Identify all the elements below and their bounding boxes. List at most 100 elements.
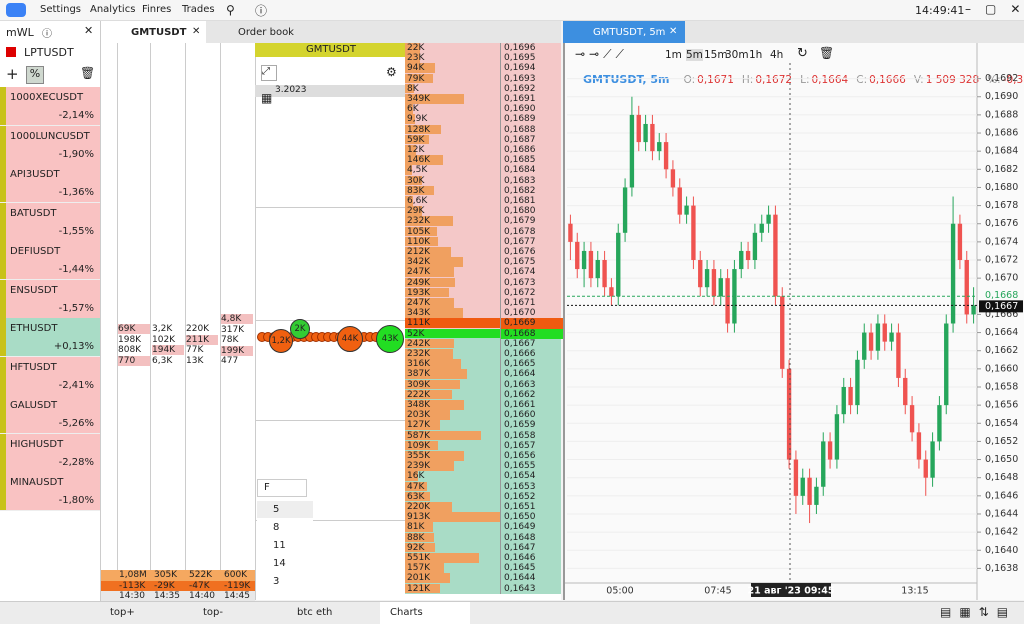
book-volume[interactable]: 79K [407, 73, 425, 84]
book-volume[interactable]: 29K [407, 206, 425, 217]
book-price[interactable]: 0,1660 [500, 410, 564, 421]
book-price[interactable]: 0,1652 [500, 491, 564, 502]
book-price[interactable]: 0,1648 [500, 532, 564, 543]
book-volume[interactable]: 193K [407, 287, 431, 298]
book-volume[interactable]: 16K [407, 471, 425, 482]
book-price[interactable]: 0,1682 [500, 185, 564, 196]
book-volume[interactable]: 128K [407, 124, 431, 135]
tab-close[interactable]: ✕ [192, 26, 201, 37]
book-price[interactable]: 0,1683 [500, 175, 564, 186]
book-price[interactable]: 0,1651 [500, 502, 564, 513]
book-price[interactable]: 0,1666 [500, 349, 564, 360]
book-price[interactable]: 0,1653 [500, 481, 564, 492]
book-price[interactable]: 0,1687 [500, 134, 564, 145]
bottom-tab[interactable]: btc eth [297, 607, 333, 618]
symbol[interactable]: HFTUSDT [10, 361, 57, 373]
watchlist-row[interactable]: 1000XECUSDT -2,14% [0, 87, 100, 126]
book-price[interactable]: 0,1679 [500, 216, 564, 227]
tape-btn[interactable]: ⚙ [386, 65, 397, 79]
book-volume[interactable]: 109K [407, 440, 431, 451]
window-controls[interactable]: –▢✕ [965, 2, 1020, 16]
tab-label[interactable]: Order book [238, 27, 294, 38]
book-volume[interactable]: 203K [407, 410, 431, 421]
menu-item[interactable]: Settings [40, 4, 82, 15]
book-volume[interactable]: 348K [407, 400, 431, 410]
logo[interactable] [6, 3, 26, 17]
book-volume[interactable]: 342K [407, 257, 431, 268]
book-volume[interactable]: 157K [407, 563, 431, 574]
book-price[interactable]: 0,1659 [500, 420, 564, 431]
reset[interactable]: ↻ [797, 46, 808, 61]
book-volume[interactable]: 88K [407, 532, 425, 543]
timeframe[interactable]: 4h [770, 49, 784, 61]
book-volume[interactable]: 30K [407, 175, 425, 186]
book-volume[interactable]: 81K [407, 522, 425, 533]
book-volume[interactable]: 83K [407, 185, 425, 196]
book-volume[interactable]: 249K [407, 277, 431, 288]
book-volume[interactable]: 343K [407, 308, 431, 319]
menu-item[interactable]: Finres [142, 4, 172, 15]
book-volume[interactable]: 212K [407, 247, 431, 257]
symbol[interactable]: ETHUSDT [10, 323, 58, 334]
book-volume[interactable]: 239K [407, 461, 431, 472]
book-volume[interactable]: 220K [407, 502, 431, 512]
book-volume[interactable]: 201K [407, 573, 431, 584]
book-price[interactable]: 0,1667 [500, 338, 564, 349]
book-price[interactable]: 0,1663 [500, 379, 564, 390]
chart-tab[interactable] [563, 21, 685, 43]
filter-option[interactable]: 5 [257, 501, 313, 518]
tab-close[interactable]: ✕ [669, 26, 678, 37]
watchlist-row[interactable]: MINAUSDT -1,80% [0, 472, 100, 511]
book-volume[interactable]: 232K [407, 216, 431, 227]
watchlist-row[interactable]: GALUSDT -5,26% [0, 395, 100, 434]
book-price[interactable]: 0,1690 [500, 104, 564, 115]
book-price[interactable]: 0,1658 [500, 430, 564, 441]
book-volume[interactable]: 587K [407, 430, 431, 441]
book-volume[interactable]: 9,9K [407, 114, 428, 125]
book-volume[interactable]: 913K [407, 512, 431, 523]
symbol[interactable]: HIGHUSDT [10, 438, 64, 450]
book-price[interactable]: 0,1673 [500, 277, 564, 288]
book-volume[interactable]: 355K [407, 451, 431, 461]
book-volume[interactable]: 247K [407, 267, 431, 278]
bottom-tab[interactable]: top- [203, 607, 223, 618]
book-volume[interactable]: 4,5K [407, 165, 428, 176]
book-volume[interactable]: 121K [407, 583, 431, 594]
book-volume[interactable]: 8K [407, 83, 419, 94]
book-price[interactable]: 0,1657 [500, 440, 564, 451]
book-volume[interactable]: 349K [407, 94, 431, 104]
filter-option[interactable]: 14 [257, 555, 313, 572]
watchlist-row[interactable]: DEFIUSDT -1,44% [0, 241, 100, 280]
book-price[interactable]: 0,1689 [500, 114, 564, 125]
watchlist-row[interactable]: 1000LUNCUSDT -1,90% [0, 125, 100, 165]
book-price[interactable]: 0,1678 [500, 226, 564, 237]
trash[interactable]: 🗑 [819, 46, 835, 60]
symbol[interactable]: 1000LUNCUSDT [10, 130, 90, 142]
book-price[interactable]: 0,1677 [500, 236, 564, 247]
book-price[interactable]: 0,1656 [500, 451, 564, 462]
drawing-tools[interactable]: ⊸⊸⟋⟋ [575, 47, 628, 61]
timeframe[interactable]: 5m [686, 49, 703, 61]
book-price[interactable]: 0,1691 [500, 94, 564, 105]
symbol[interactable]: MINAUSDT [10, 477, 64, 488]
book-volume[interactable]: 52K [407, 328, 425, 339]
menu-item[interactable]: Analytics [90, 4, 136, 15]
book-price[interactable]: 0,1675 [500, 257, 564, 268]
book-price[interactable]: 0,1649 [500, 522, 564, 533]
book-volume[interactable]: 47K [407, 481, 425, 492]
bottom-tab[interactable]: top+ [110, 607, 135, 618]
book-volume[interactable]: 92K [407, 542, 425, 553]
book-price[interactable]: 0,1692 [500, 83, 564, 94]
watchlist-row[interactable]: HFTUSDT -2,41% [0, 356, 100, 396]
book-price[interactable]: 0,1654 [500, 471, 564, 482]
tape-btn[interactable]: ⤢ [261, 65, 277, 81]
book-volume[interactable]: 387K [407, 369, 431, 380]
book-price[interactable]: 0,1665 [500, 359, 564, 370]
book-price[interactable]: 0,1685 [500, 155, 564, 166]
chart-tab-label[interactable]: GMTUSDT, 5m [593, 27, 666, 38]
book-price[interactable]: 0,1674 [500, 267, 564, 278]
book-price[interactable]: 0,1647 [500, 542, 564, 553]
percent[interactable]: % [26, 66, 44, 84]
book-price[interactable]: 0,1693 [500, 73, 564, 84]
bottom-icons[interactable]: ▤▦⇅▤ [940, 605, 1017, 619]
